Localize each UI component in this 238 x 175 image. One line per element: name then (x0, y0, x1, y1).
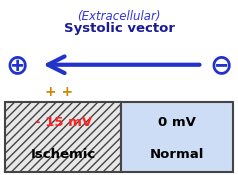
Text: Ischemic: Ischemic (30, 148, 96, 160)
Bar (5, 102, 121, 172)
Text: Systolic vector: Systolic vector (64, 22, 174, 35)
Text: (Extracellular): (Extracellular) (77, 10, 161, 23)
Text: - 15 mV: - 15 mV (35, 116, 92, 129)
Text: + +: + + (45, 85, 74, 99)
Text: ⊕: ⊕ (5, 51, 28, 79)
Bar (121, 102, 233, 172)
Text: Normal: Normal (150, 148, 204, 160)
Text: 0 mV: 0 mV (158, 116, 196, 129)
Text: ⊖: ⊖ (210, 51, 233, 79)
